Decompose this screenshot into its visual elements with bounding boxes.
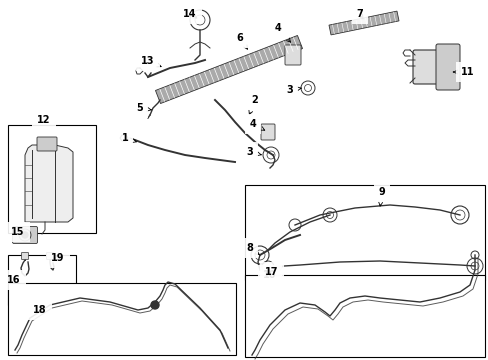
FancyBboxPatch shape xyxy=(46,252,53,260)
Text: 13: 13 xyxy=(141,56,161,67)
FancyBboxPatch shape xyxy=(412,50,458,84)
Text: 11: 11 xyxy=(452,67,474,77)
Text: 19: 19 xyxy=(51,253,64,263)
Text: 15: 15 xyxy=(11,227,25,237)
FancyBboxPatch shape xyxy=(37,137,57,151)
FancyBboxPatch shape xyxy=(261,124,274,140)
Bar xyxy=(8,125,96,233)
FancyBboxPatch shape xyxy=(435,44,459,90)
Polygon shape xyxy=(25,145,73,222)
Text: 4: 4 xyxy=(249,119,264,130)
Text: 10: 10 xyxy=(263,266,282,280)
Text: 7: 7 xyxy=(356,9,363,19)
Text: 1: 1 xyxy=(122,133,136,143)
Text: 16: 16 xyxy=(7,275,20,285)
Bar xyxy=(244,275,484,357)
Text: 18: 18 xyxy=(33,305,47,315)
Bar xyxy=(8,283,236,355)
Text: 2: 2 xyxy=(248,95,258,114)
Text: 12: 12 xyxy=(37,115,51,125)
Circle shape xyxy=(151,301,159,309)
Text: 3: 3 xyxy=(286,85,301,95)
Text: 8: 8 xyxy=(246,243,259,255)
FancyBboxPatch shape xyxy=(13,226,38,243)
Text: 9: 9 xyxy=(378,187,385,206)
Polygon shape xyxy=(155,36,302,104)
Bar xyxy=(8,255,76,305)
Polygon shape xyxy=(328,11,398,35)
Text: 3: 3 xyxy=(246,147,261,157)
FancyBboxPatch shape xyxy=(285,45,301,65)
Text: 4: 4 xyxy=(274,23,290,42)
Circle shape xyxy=(22,232,28,238)
Text: 6: 6 xyxy=(236,33,247,49)
Bar xyxy=(244,185,484,280)
FancyBboxPatch shape xyxy=(21,252,28,260)
Text: 14: 14 xyxy=(183,9,196,19)
Text: 5: 5 xyxy=(136,103,151,113)
Text: 17: 17 xyxy=(264,267,278,277)
